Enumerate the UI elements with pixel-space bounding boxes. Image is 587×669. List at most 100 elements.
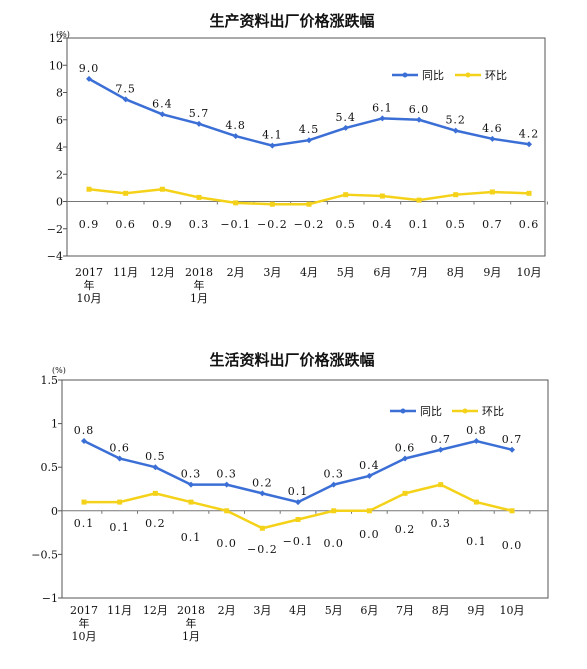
data-point-yoy <box>152 464 159 471</box>
data-label-yoy: 0.3 <box>323 468 344 481</box>
data-point-yoy <box>223 481 230 488</box>
data-point-mom <box>331 508 337 514</box>
legend-label-mom: 环比 <box>485 69 507 82</box>
y-unit-label: (%) <box>56 30 70 39</box>
data-label-yoy: 0.7 <box>430 433 451 446</box>
y-tick-label: −2 <box>47 223 63 236</box>
x-tick-label: 4月 <box>289 604 307 617</box>
data-point-mom <box>233 200 239 206</box>
y-tick-label: −0.5 <box>31 548 58 561</box>
data-label-mom: 0.9 <box>152 218 173 231</box>
data-point-yoy <box>402 455 409 462</box>
x-tick-label: 11月 <box>107 604 132 617</box>
x-tick-label: 12月 <box>143 604 168 617</box>
y-tick-label: 4 <box>56 141 63 154</box>
legend-label-yoy: 同比 <box>420 405 442 418</box>
data-label-mom: 0.0 <box>359 528 380 541</box>
legend: 同比 环比 <box>390 405 504 418</box>
y-tick-label: 6 <box>56 114 63 127</box>
y-tick-label: 0 <box>56 196 63 209</box>
y-tick-label: −1 <box>42 592 58 605</box>
chart-title: 生活资料出厂价格涨跌幅 <box>209 351 374 369</box>
data-label-yoy: 0.2 <box>252 476 273 489</box>
data-point-mom <box>152 490 158 496</box>
data-label-yoy: 0.8 <box>74 424 95 437</box>
x-tick-label: 12月 <box>150 266 175 279</box>
legend-label-yoy: 同比 <box>422 69 444 82</box>
data-point-yoy <box>342 124 349 131</box>
y-axis: 12 10 8 6 4 2 0 −2 −4 <box>47 32 67 263</box>
x-tick-label: 10月 <box>77 292 102 305</box>
plot-frame <box>61 379 549 599</box>
y-tick-label: 8 <box>56 87 63 100</box>
data-point-yoy <box>509 446 516 453</box>
legend-marker-yoy <box>402 72 408 78</box>
data-point-yoy <box>330 481 337 488</box>
data-label-mom: 0.6 <box>115 218 136 231</box>
data-point-mom <box>295 517 301 523</box>
y-tick-label: −4 <box>47 250 63 263</box>
data-point-mom <box>306 201 312 207</box>
chart-title: 生产资料出厂价格涨跌幅 <box>209 12 374 30</box>
data-point-yoy <box>86 75 92 82</box>
data-label-yoy: 5.7 <box>189 107 210 120</box>
data-point-yoy <box>416 116 423 123</box>
data-point-mom <box>259 525 265 531</box>
data-label-yoy: 4.6 <box>482 122 503 135</box>
data-label-mom: 0.0 <box>502 539 523 552</box>
data-point-yoy <box>489 135 496 142</box>
data-point-mom <box>269 201 275 207</box>
x-tick-label: 10月 <box>72 630 97 643</box>
series-group: 0.8 0.6 0.5 0.3 0.3 0.2 0.1 0.3 0.4 0.6 0.7 0.8 0.7 0… <box>74 424 523 556</box>
data-point-mom <box>188 499 194 505</box>
data-point-mom <box>86 186 92 192</box>
data-label-yoy: 0.5 <box>145 450 166 463</box>
y-unit-label: (%) <box>52 366 66 375</box>
data-point-mom <box>196 194 202 200</box>
data-label-mom: 0.6 <box>519 218 540 231</box>
data-point-yoy <box>366 472 373 479</box>
data-point-mom <box>123 190 129 196</box>
y-axis: 1.5 1 0.5 0 −0.5 −1 <box>31 374 62 605</box>
x-tick-label: 年 <box>186 616 197 630</box>
data-point-yoy <box>437 446 444 453</box>
data-label-yoy: 5.4 <box>335 111 356 124</box>
data-label-mom: 0.1 <box>409 218 430 231</box>
x-tick-label: 9月 <box>483 266 501 279</box>
data-label-mom: 0.1 <box>74 517 95 530</box>
legend-marker-yoy <box>400 408 406 414</box>
legend-marker-mom <box>465 72 471 78</box>
data-label-yoy: 6.4 <box>152 97 173 110</box>
data-label-mom: 0.1 <box>181 531 202 544</box>
x-tick-label: 年 <box>194 278 205 292</box>
data-label-yoy: 4.2 <box>519 127 540 140</box>
data-label-yoy: 0.3 <box>181 468 202 481</box>
legend-marker-mom <box>462 408 468 414</box>
legend: 同比 环比 <box>392 69 507 82</box>
data-label-yoy: 0.4 <box>359 459 380 472</box>
x-tick-label: 8月 <box>447 266 465 279</box>
data-point-mom <box>526 190 532 196</box>
data-point-yoy <box>116 455 123 462</box>
data-label-yoy: 7.5 <box>115 82 136 95</box>
data-label-mom: −0.2 <box>247 543 278 556</box>
data-point-mom <box>366 508 372 514</box>
data-point-mom <box>81 499 87 505</box>
data-label-yoy: 6.1 <box>372 101 393 114</box>
data-label-mom: −0.1 <box>220 218 251 231</box>
data-point-mom <box>402 490 408 496</box>
data-point-yoy <box>122 96 129 103</box>
x-tick-label: 1月 <box>182 630 200 643</box>
data-label-yoy: 0.1 <box>288 485 309 498</box>
data-point-yoy <box>295 499 302 506</box>
data-label-yoy: 9.0 <box>79 62 100 75</box>
y-tick-label: 1 <box>51 418 58 431</box>
x-tick-label: 6月 <box>360 604 378 617</box>
data-label-mom: 0.1 <box>109 521 130 534</box>
x-tick-label: 3月 <box>253 604 271 617</box>
data-label-mom: 0.0 <box>323 537 344 550</box>
y-tick-label: 0.5 <box>41 461 59 474</box>
data-point-mom <box>453 192 459 198</box>
